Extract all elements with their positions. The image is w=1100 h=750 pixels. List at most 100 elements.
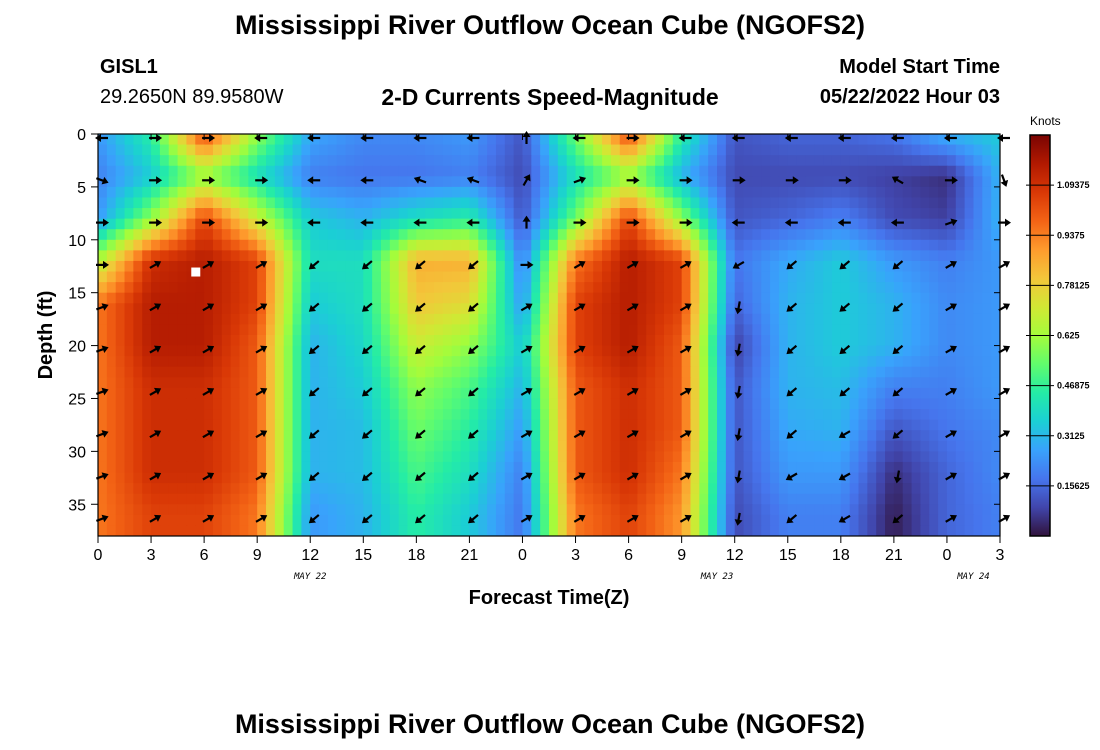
heatmap-cell: [425, 134, 435, 146]
heatmap-cell: [310, 345, 320, 357]
heatmap-cell: [283, 186, 294, 199]
heatmap-cell: [610, 165, 621, 177]
heatmap-cell: [460, 165, 471, 177]
heatmap-cell: [159, 525, 170, 536]
heatmap-cell: [955, 493, 966, 505]
heatmap-cell: [186, 229, 196, 241]
current-arrow: [307, 218, 321, 227]
heatmap-cell: [646, 208, 656, 220]
heatmap-cell: [566, 155, 577, 167]
heatmap-cell: [442, 250, 453, 262]
heatmap-cell: [655, 165, 665, 177]
heatmap-cell: [655, 250, 665, 262]
heatmap-cell: [301, 398, 311, 410]
heatmap-cell: [336, 324, 347, 336]
heatmap-cell: [752, 303, 762, 315]
heatmap-cell: [973, 430, 983, 442]
heatmap-cell: [159, 440, 170, 452]
heatmap-cell: [363, 144, 373, 156]
heatmap-cell: [257, 271, 267, 283]
heatmap-cell: [407, 197, 417, 209]
heatmap-cell: [151, 208, 161, 220]
heatmap-cell: [204, 440, 214, 452]
heatmap-cell: [920, 155, 930, 167]
heatmap-cell: [327, 409, 338, 421]
heatmap-cell: [416, 398, 426, 410]
heatmap-cell: [946, 483, 957, 495]
heatmap-cell: [177, 208, 188, 220]
heatmap-cell: [929, 208, 939, 220]
heatmap-cell: [204, 430, 214, 442]
heatmap-cell: [407, 239, 417, 251]
current-arrow: [255, 387, 268, 396]
heatmap-cell: [929, 324, 939, 336]
heatmap-cell: [549, 493, 559, 505]
heatmap-cell: [805, 260, 815, 273]
arrow-head: [468, 347, 476, 355]
heatmap-cell: [752, 186, 762, 199]
heatmap-cell: [814, 335, 824, 347]
heatmap-cell: [761, 218, 771, 230]
heatmap-cell: [212, 186, 223, 199]
heatmap-cell: [460, 134, 471, 146]
heatmap-cell: [549, 472, 559, 484]
heatmap-cell: [257, 155, 267, 167]
heatmap-cell: [434, 440, 444, 452]
heatmap-cell: [124, 229, 134, 241]
heatmap-cell: [964, 186, 975, 199]
heatmap-cell: [177, 504, 188, 516]
heatmap-cell: [929, 186, 939, 199]
heatmap-cell: [655, 525, 665, 536]
heatmap-cell: [602, 493, 612, 505]
heatmap-cell: [495, 398, 506, 410]
heatmap-cell: [407, 155, 417, 167]
heatmap-cell: [540, 197, 550, 209]
heatmap-cell: [98, 493, 108, 505]
heatmap-cell: [955, 186, 966, 199]
heatmap-cell: [761, 514, 771, 527]
heatmap-cell: [646, 461, 656, 474]
heatmap-cell: [283, 303, 294, 315]
heatmap-cell: [593, 144, 603, 156]
heatmap-cell: [336, 493, 347, 505]
heatmap-cell: [389, 292, 400, 304]
heatmap-cell: [761, 335, 771, 347]
heatmap-cell: [425, 324, 435, 336]
arrow-head: [101, 430, 109, 438]
heatmap-cell: [823, 377, 833, 389]
heatmap-cell: [398, 483, 409, 495]
heatmap-cell: [345, 303, 356, 315]
heatmap-cell: [248, 271, 258, 283]
heatmap-cell: [885, 260, 895, 273]
heatmap-cell: [168, 239, 179, 251]
heatmap-cell: [637, 440, 647, 452]
heatmap-cell: [425, 472, 435, 484]
heatmap-cell: [549, 144, 559, 156]
heatmap-cell: [239, 229, 249, 241]
heatmap-cell: [823, 419, 833, 431]
heatmap-cell: [513, 387, 524, 400]
arrow-head: [209, 218, 216, 227]
heatmap-cell: [124, 134, 134, 146]
arrow-head: [525, 303, 533, 311]
heatmap-cell: [142, 430, 152, 442]
heatmap-cell: [336, 313, 347, 326]
heatmap-cell: [407, 451, 417, 463]
heatmap-cell: [867, 440, 877, 452]
heatmap-cell: [964, 419, 975, 431]
heatmap-cell: [602, 387, 612, 400]
arrow-head: [578, 260, 586, 268]
heatmap-cell: [372, 356, 382, 368]
heatmap-cell: [204, 504, 214, 516]
heatmap-cell: [274, 472, 285, 484]
heatmap-cell: [566, 303, 577, 315]
heatmap-cell: [106, 472, 117, 484]
heatmap-cell: [327, 377, 338, 389]
heatmap-cell: [770, 155, 780, 167]
heatmap-cell: [893, 366, 904, 378]
heatmap-cell: [681, 271, 692, 283]
heatmap-cell: [646, 440, 656, 452]
heatmap-cell: [743, 292, 753, 304]
heatmap-cell: [876, 356, 886, 368]
heatmap-cell: [142, 461, 152, 474]
